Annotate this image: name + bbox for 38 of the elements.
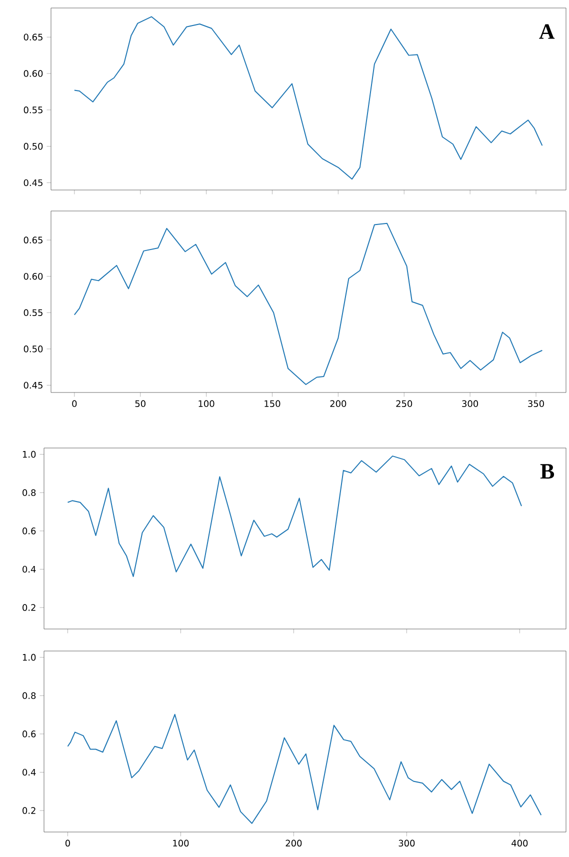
x-tick-label: 200 [330, 400, 346, 408]
x-tick-label: 400 [512, 840, 528, 847]
y-tick-label: 0.8 [22, 489, 36, 496]
line-series [67, 456, 522, 578]
y-tick-label: 0.65 [24, 34, 42, 40]
y-tick-label: 1.0 [22, 450, 36, 458]
y-tick-label: 0.50 [24, 346, 43, 352]
x-tick-label: 100 [173, 840, 189, 847]
annotation: B [540, 464, 554, 479]
y-tick-label: 0.45 [24, 179, 42, 186]
line-series [67, 714, 542, 824]
y-tick-label: 0.60 [24, 272, 43, 280]
x-tick-label: 150 [264, 400, 280, 408]
y-tick-label: 0.4 [22, 768, 36, 776]
x-tick-label: 100 [198, 400, 214, 408]
y-tick-label: 0.6 [22, 730, 36, 738]
y-tick-label: 0.65 [24, 236, 42, 244]
x-tick-label: 300 [462, 400, 478, 408]
x-tick-label: 250 [396, 400, 412, 408]
y-tick-label: 0.60 [24, 70, 43, 77]
y-tick-label: 0.2 [22, 604, 36, 611]
y-tick-label: 1.0 [22, 654, 36, 661]
x-tick-label: 0 [72, 400, 77, 408]
y-tick-label: 0.55 [24, 106, 42, 114]
y-tick-label: 0.55 [24, 309, 42, 316]
x-tick-label: 50 [135, 400, 146, 408]
annotation: A [539, 24, 555, 39]
line-series [74, 222, 543, 386]
x-tick-label: 200 [286, 840, 302, 847]
y-tick-label: 0.2 [22, 807, 36, 814]
x-tick-label: 0 [65, 840, 70, 847]
y-tick-label: 0.8 [22, 692, 36, 700]
x-tick-label: 350 [528, 400, 544, 408]
x-tick-label: 300 [398, 840, 415, 847]
y-tick-label: 0.50 [24, 142, 43, 150]
y-tick-label: 0.6 [22, 528, 36, 534]
y-tick-label: 0.45 [24, 382, 42, 389]
y-tick-label: 0.4 [22, 566, 36, 573]
